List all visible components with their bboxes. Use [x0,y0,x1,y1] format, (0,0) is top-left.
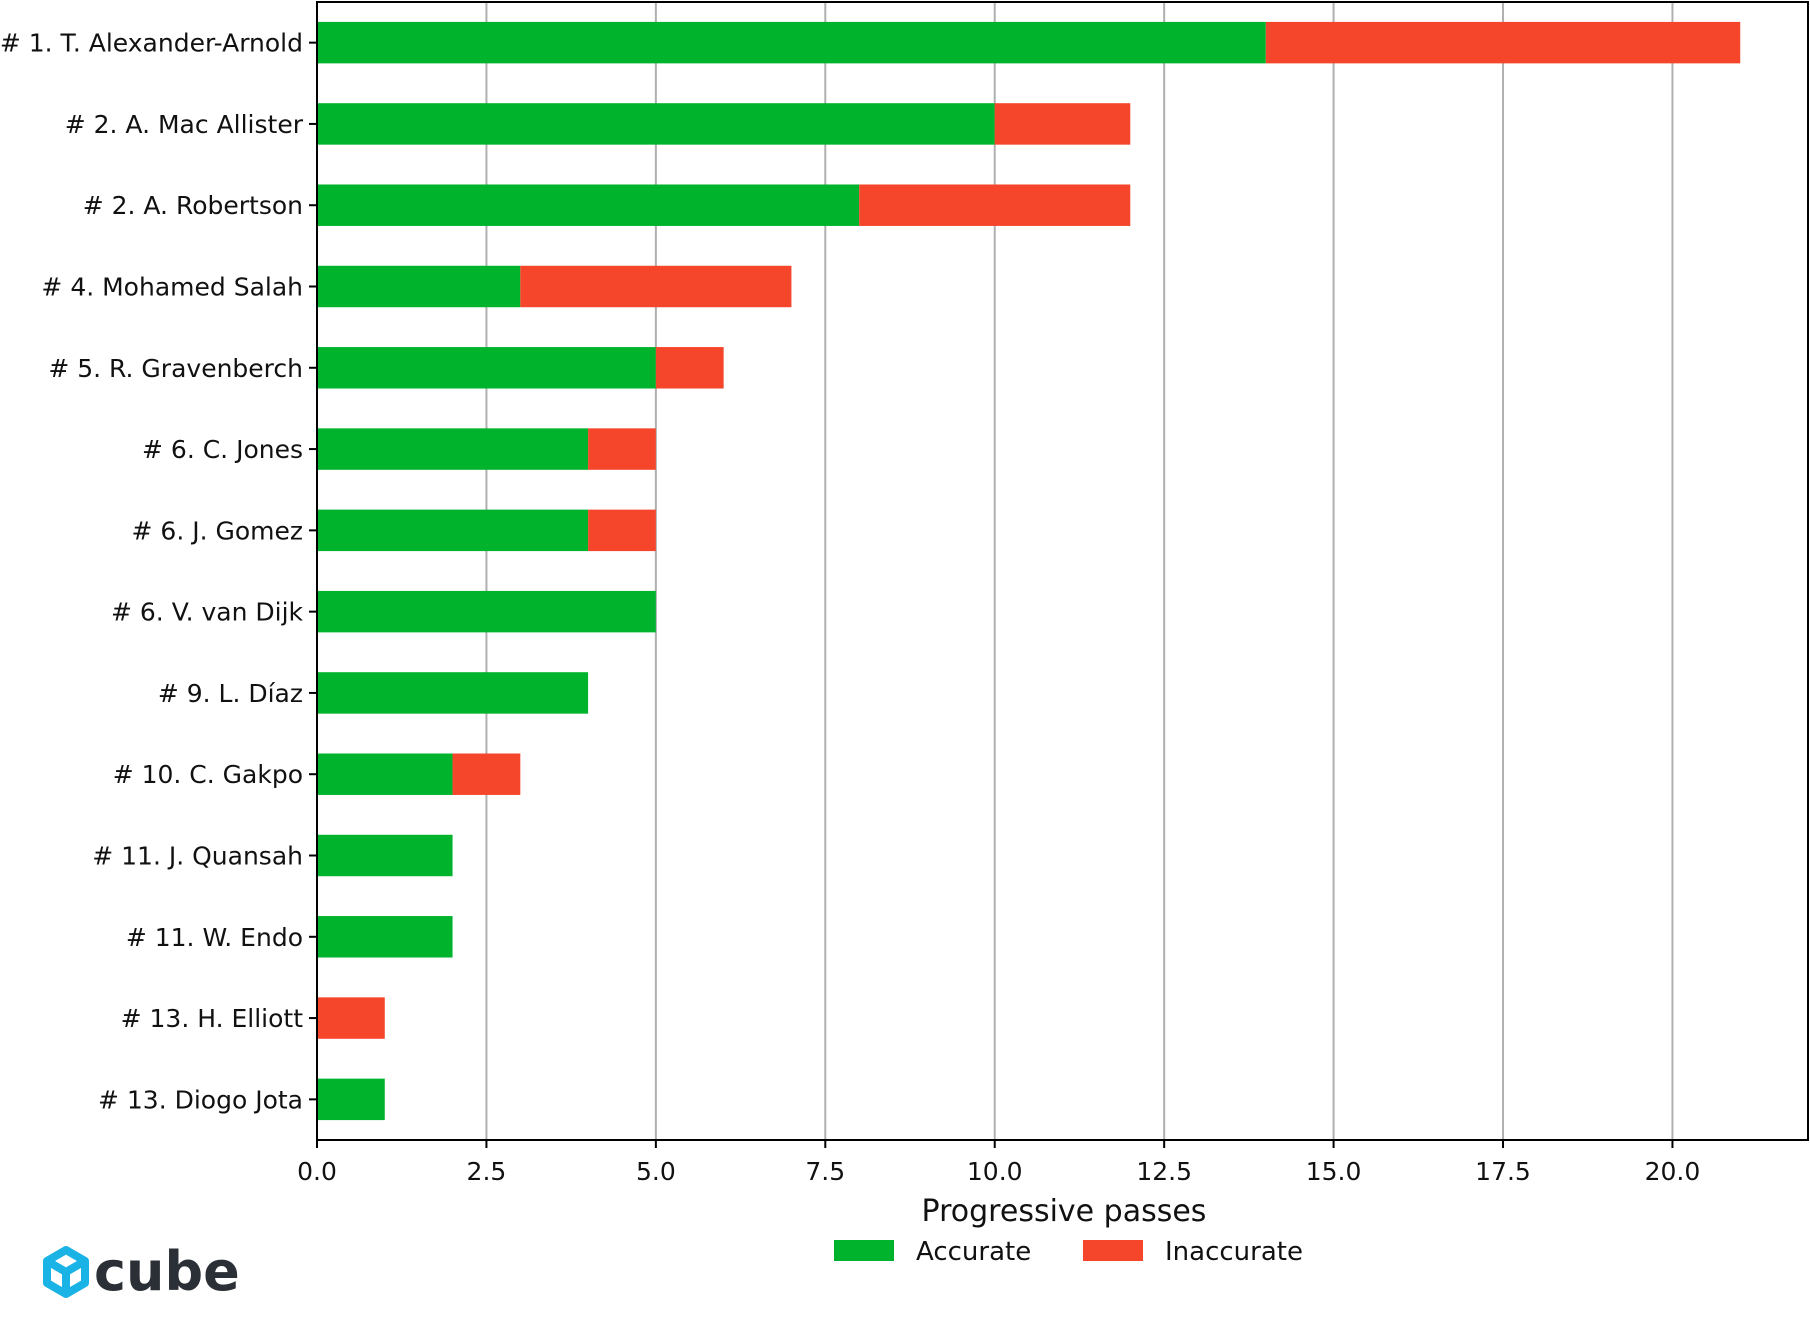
x-tick-label: 5.0 [636,1157,676,1186]
x-tick-label: 17.5 [1475,1157,1531,1186]
bar-inaccurate [317,997,385,1039]
bar-accurate [317,21,1266,64]
bar-inaccurate [994,103,1131,145]
bar-accurate [317,672,589,714]
bar-accurate [317,347,656,389]
bar-accurate [317,103,995,145]
plot-frame [316,1,1809,1141]
bar-accurate [317,916,453,958]
category-label: # 1. T. Alexander-Arnold [0,29,303,58]
x-tick-label: 15.0 [1306,1157,1362,1186]
bar-accurate [317,265,521,308]
bar-inaccurate [452,753,521,795]
category-label: # 11. J. Quansah [92,842,303,871]
bar-accurate [317,1078,385,1121]
category-label: # 11. W. Endo [126,923,303,952]
x-tick-labels: 0.0 2.5 5.0 7.5 10.0 12.5 15.0 17.5 20.0 [297,1140,1700,1186]
bar-accurate [317,428,589,470]
category-label: # 5. R. Gravenberch [48,354,303,383]
legend-label-inaccurate: Inaccurate [1165,1237,1303,1267]
x-tick-label: 2.5 [467,1157,507,1186]
axes [316,1,1809,1141]
category-label: # 2. A. Robertson [83,191,303,220]
bar-inaccurate [655,347,724,389]
bar-accurate [317,184,860,226]
grid-lines [316,2,1674,1140]
legend: Accurate Inaccurate [834,1237,1303,1267]
cube-logo-icon [43,1246,89,1298]
x-tick-label: 0.0 [297,1157,337,1186]
category-label: # 6. V. van Dijk [111,598,304,627]
bars [317,21,1741,1121]
bar-inaccurate [859,184,1131,226]
bar-accurate [317,509,589,552]
x-axis-title: Progressive passes [922,1194,1207,1229]
bar-inaccurate [588,428,656,470]
category-label: # 6. C. Jones [142,435,303,464]
category-label: # 4. Mohamed Salah [41,273,303,302]
x-tick-label: 7.5 [805,1157,845,1186]
bar-inaccurate [1265,21,1741,64]
bar-inaccurate [520,265,792,308]
x-tick-label: 10.0 [967,1157,1023,1186]
bar-accurate [317,834,453,877]
category-label: # 10. C. Gakpo [113,760,303,789]
bar-accurate [317,753,453,795]
x-tick-label: 12.5 [1136,1157,1192,1186]
legend-swatch-inaccurate [1083,1240,1143,1261]
bar-accurate [317,590,656,633]
legend-swatch-accurate [834,1240,894,1261]
bar-inaccurate [588,509,656,552]
legend-label-accurate: Accurate [916,1237,1031,1267]
x-tick-label: 20.0 [1645,1157,1701,1186]
category-label: # 13. H. Elliott [121,1004,304,1033]
category-label: # 9. L. Díaz [158,679,303,708]
logo-text: cube [94,1240,240,1303]
logo: cube [43,1240,240,1303]
category-labels: # 1. T. Alexander-Arnold # 2. A. Mac Alli… [0,29,317,1114]
category-label: # 2. A. Mac Allister [65,110,304,139]
category-label: # 13. Diogo Jota [98,1085,303,1114]
category-label: # 6. J. Gomez [132,516,303,545]
